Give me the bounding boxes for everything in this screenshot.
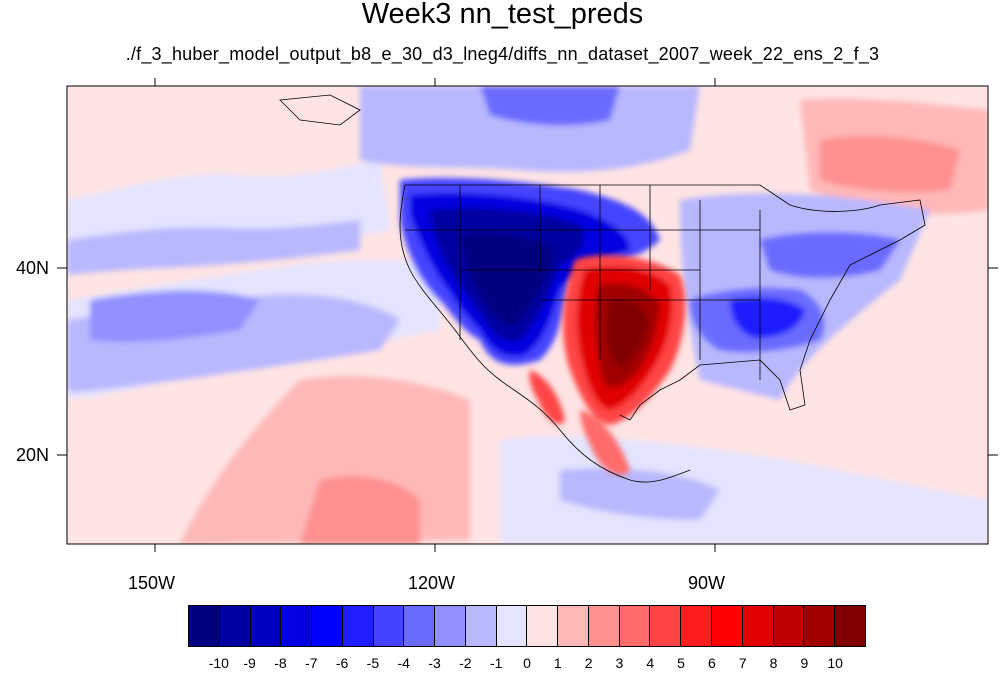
colorbar-swatch (588, 606, 620, 646)
x-tick-label: 90W (688, 573, 726, 593)
colorbar-label: -4 (397, 655, 410, 671)
colorbar-label: 2 (584, 655, 593, 671)
colorbar-label: -10 (208, 655, 229, 671)
x-tick-label: 120W (408, 573, 456, 593)
colorbar-swatch (650, 606, 682, 646)
colorbar-label: 8 (769, 655, 778, 671)
colorbar-swatch (681, 606, 713, 646)
colorbar-label: -2 (459, 655, 472, 671)
colorbar-label: 10 (827, 655, 843, 671)
colorbar-swatch (312, 606, 343, 646)
colorbar-swatch (742, 606, 774, 646)
colorbar-label: 5 (677, 655, 685, 671)
colorbar-swatch (281, 606, 313, 646)
colorbar-swatch (835, 606, 865, 646)
colorbar-swatch (189, 606, 220, 646)
colorbar-swatch (465, 606, 497, 646)
colorbar-labels: -10 -9 -8 -7 -6 -5 -4 -3 -2 -1 0 1 2 3 4 5 6 7 8 9 10 (0, 655, 1005, 673)
colorbar-swatch (496, 606, 528, 646)
colorbar (188, 605, 866, 647)
colorbar-label: -7 (305, 655, 318, 671)
colorbar-swatch (804, 606, 836, 646)
colorbar-label: 1 (553, 655, 562, 671)
x-tick-label: 150W (128, 573, 176, 593)
colorbar-label: -8 (274, 655, 287, 671)
colorbar-swatch (619, 606, 651, 646)
colorbar-label: 9 (800, 655, 809, 671)
colorbar-swatch (773, 606, 805, 646)
colorbar-swatch (527, 606, 559, 646)
colorbar-label: 3 (615, 655, 624, 671)
colorbar-label: 0 (523, 655, 531, 671)
colorbar-swatch (342, 606, 374, 646)
y-tick-label: 40N (16, 258, 50, 278)
plot-subtitle: ./f_3_huber_model_output_b8_e_30_d3_lneg… (125, 44, 880, 64)
colorbar-swatch (219, 606, 251, 646)
colorbar-swatch (250, 606, 282, 646)
colorbar-label: -5 (366, 655, 380, 671)
colorbar-swatch (435, 606, 466, 646)
colorbar-swatch (712, 606, 743, 646)
colorbar-label: 7 (738, 655, 747, 671)
colorbar-label: -1 (489, 655, 503, 671)
colorbar-label: -3 (428, 655, 441, 671)
colorbar-label: -6 (335, 655, 349, 671)
colorbar-swatch (558, 606, 589, 646)
y-tick-label: 20N (16, 445, 50, 465)
colorbar-swatch (373, 606, 405, 646)
colorbar-label: -9 (243, 655, 256, 671)
colorbar-label: 4 (646, 655, 655, 671)
plot-title: Week3 nn_test_preds (361, 0, 644, 30)
anomaly-map (57, 78, 998, 552)
colorbar-label: 6 (708, 655, 716, 671)
colorbar-swatch (404, 606, 436, 646)
